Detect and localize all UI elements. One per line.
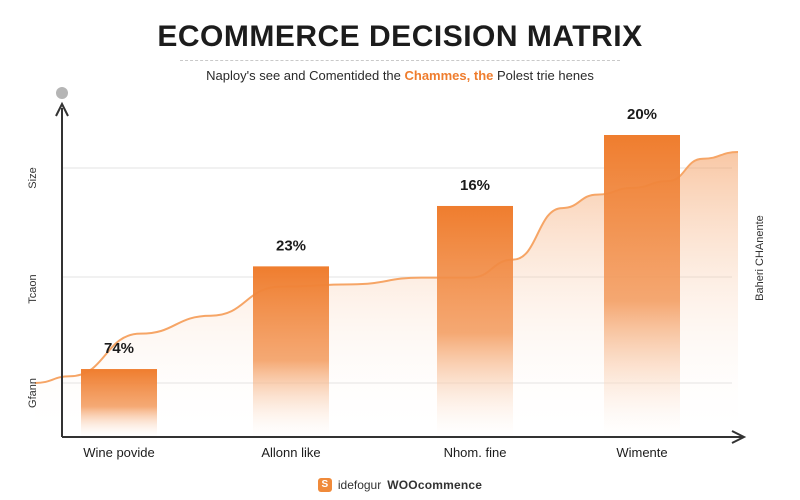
x-tick-label-4: Wimente (616, 445, 667, 460)
bar-4 (604, 135, 680, 437)
y-axis-cap (56, 87, 68, 99)
title-divider (180, 60, 620, 61)
x-tick-label-1: Wine povide (83, 445, 155, 460)
data-label-4: 20% (627, 106, 657, 123)
bars (81, 135, 680, 437)
y-tick-label-3: Size (27, 167, 39, 188)
trend-area-fill (35, 152, 738, 437)
subtitle-tail: Polest trie henes (493, 68, 594, 83)
footer-prefix: idefogur (337, 478, 382, 492)
shopping-bag-icon: S (317, 478, 332, 492)
footer-brand: WOOcommence (387, 478, 483, 492)
y-axis-arrow (55, 101, 69, 117)
data-label-1: 74% (104, 340, 134, 357)
y-tick-label-2: Tcaon (27, 274, 39, 303)
axis-ticks: Wine povide Allonn like Nhom. fine Wimente G… (27, 167, 766, 460)
data-label-3: 16% (460, 177, 490, 194)
bar-1 (81, 369, 157, 437)
subtitle-highlight: Chammes, the (404, 68, 494, 83)
x-axis-arrow (731, 430, 747, 444)
right-axis-label: Baheri CHAnente (754, 215, 766, 301)
axes (55, 87, 747, 444)
bar-2 (253, 266, 329, 437)
bar-3 (437, 205, 513, 437)
subtitle-lead: Naploy's see and Comentided the (206, 68, 405, 83)
x-tick-label-2: Allonn like (261, 445, 320, 460)
x-tick-label-3: Nhom. fine (444, 445, 507, 460)
data-label-2: 23% (276, 237, 306, 254)
chart-subtitle: Naploy's see and Comentided the Chammes,… (0, 68, 800, 83)
footer: S idefogur WOOcommence (0, 478, 800, 492)
chart-title: ECOMMERCE DECISION MATRIX (157, 20, 643, 53)
y-tick-label-1: Gfann (27, 378, 39, 408)
data-labels: 74% 23% 16% 20% (104, 106, 657, 357)
